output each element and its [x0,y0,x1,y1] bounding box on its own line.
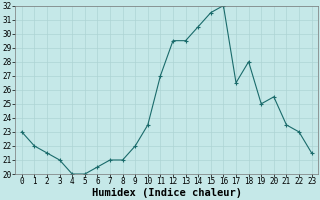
X-axis label: Humidex (Indice chaleur): Humidex (Indice chaleur) [92,188,242,198]
